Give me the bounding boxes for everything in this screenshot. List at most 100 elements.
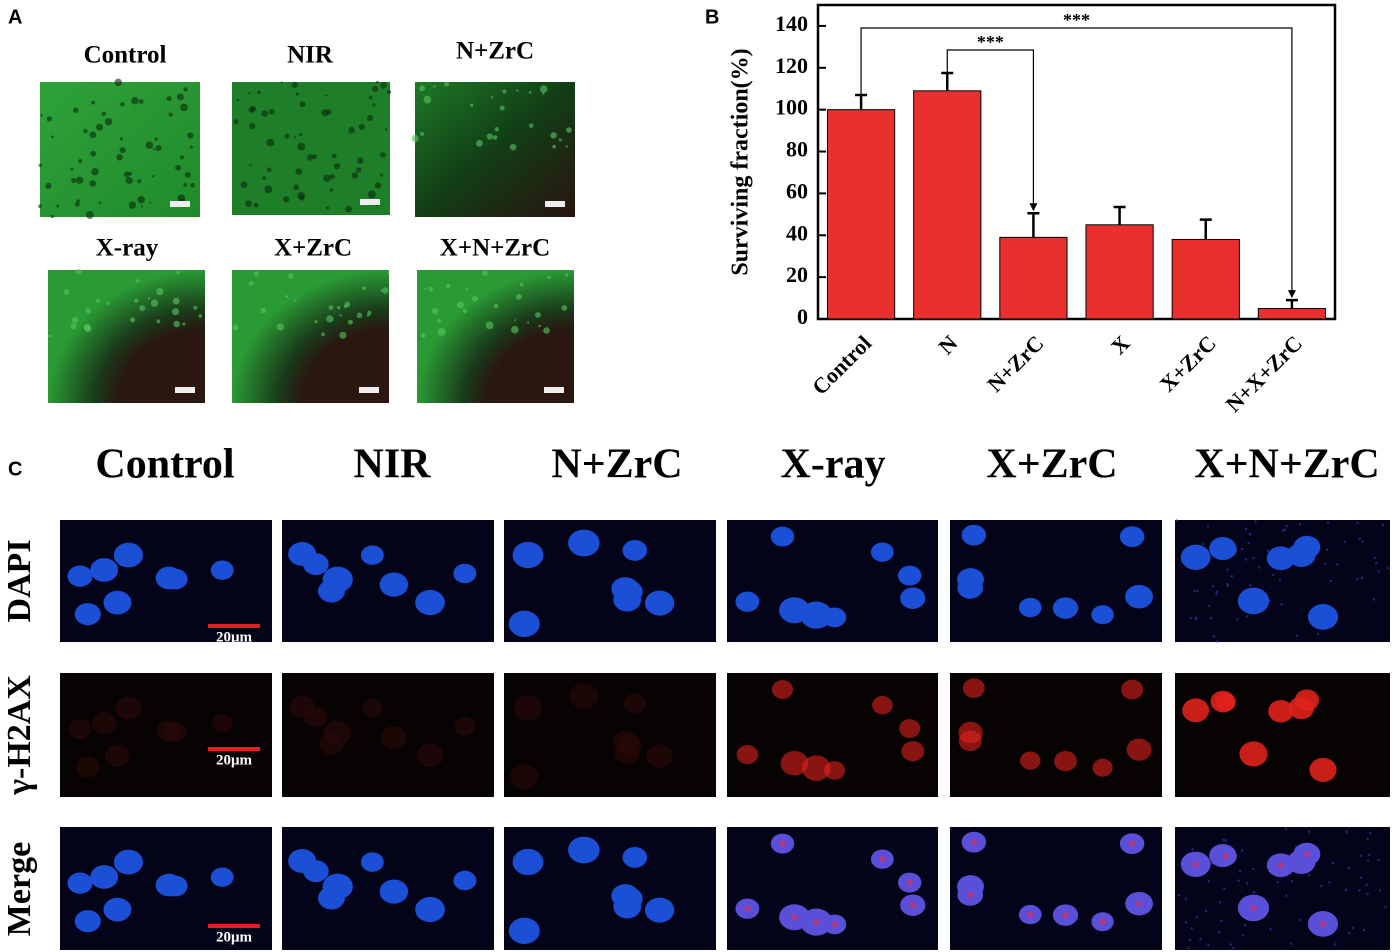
texture (329, 174, 335, 180)
texture (293, 184, 300, 191)
texture (386, 89, 392, 95)
texture (150, 299, 159, 307)
texture (180, 103, 188, 112)
texture (339, 314, 342, 317)
texture (72, 107, 79, 113)
texture (420, 131, 425, 136)
texture (1284, 827, 1288, 830)
texture (444, 81, 450, 87)
texture (494, 127, 499, 132)
nucleus (74, 910, 101, 933)
texture (462, 308, 468, 314)
texture (114, 78, 123, 87)
texture (249, 122, 256, 130)
texture (38, 163, 42, 167)
nucleus (512, 848, 544, 876)
texture (1362, 928, 1366, 932)
texture (1226, 568, 1229, 571)
texture (1377, 570, 1380, 573)
nucleus-foci (771, 680, 794, 699)
texture (262, 176, 266, 181)
texture (514, 319, 517, 322)
texture (284, 133, 290, 139)
column-label: X+N+ZrC (1194, 442, 1380, 488)
texture (1218, 901, 1221, 904)
nucleus-foci (569, 683, 599, 709)
texture (325, 94, 328, 97)
texture (134, 298, 139, 303)
nucleus (961, 524, 987, 546)
texture (1216, 640, 1219, 643)
nucleus (613, 894, 642, 919)
texture (266, 167, 272, 173)
texture (236, 98, 240, 102)
texture (1368, 831, 1372, 835)
x-tick-label: N+ZrC (982, 330, 1048, 396)
texture (1359, 854, 1362, 858)
texture (40, 114, 43, 117)
image-label: Control (84, 42, 167, 69)
texture (153, 148, 156, 151)
texture (380, 173, 384, 177)
texture (78, 159, 83, 164)
bar (1171, 238, 1240, 320)
texture (1328, 881, 1331, 884)
texture (1266, 549, 1270, 553)
x-tick-label: X+ZrC (1155, 330, 1221, 396)
texture (472, 295, 478, 302)
texture (297, 142, 306, 151)
foci (791, 914, 798, 921)
texture (168, 112, 173, 117)
texture (1224, 839, 1228, 842)
texture (46, 116, 53, 122)
texture (266, 138, 275, 147)
nucleus-foci (362, 698, 383, 718)
nucleus-foci (1126, 738, 1152, 761)
texture (294, 299, 297, 302)
error-bar (1199, 218, 1212, 240)
texture (1298, 523, 1302, 526)
nucleus (512, 541, 544, 569)
nucleus (870, 542, 894, 562)
x-tick-label: N+X+ZrC (1221, 330, 1307, 416)
texture (1237, 879, 1240, 882)
texture (1252, 867, 1255, 871)
texture (437, 327, 446, 336)
texture (362, 286, 366, 291)
texture (420, 332, 426, 338)
texture (183, 182, 188, 187)
foci (1250, 904, 1257, 911)
texture (128, 171, 133, 176)
texture (1254, 520, 1257, 523)
texture (376, 80, 379, 84)
texture (104, 117, 113, 126)
scale-bar (545, 201, 565, 207)
texture (1359, 876, 1363, 879)
nucleus-foci (801, 755, 831, 781)
nucleus (1052, 597, 1079, 619)
nucleus (360, 545, 384, 565)
texture (137, 179, 142, 184)
texture (1210, 862, 1213, 865)
nucleus-foci (164, 722, 187, 742)
x-tick-label: Control (807, 330, 876, 399)
texture (260, 307, 267, 314)
texture (411, 134, 419, 143)
foci (967, 891, 974, 898)
nucleus (67, 872, 93, 894)
foci (779, 840, 786, 847)
texture (128, 201, 137, 209)
scale-bar (208, 624, 260, 628)
nucleus (568, 529, 600, 557)
texture (295, 168, 303, 175)
texture (490, 96, 494, 99)
texture (76, 199, 80, 203)
texture (1249, 584, 1252, 587)
texture (1307, 873, 1311, 877)
scale-bar (544, 387, 564, 393)
texture (1345, 830, 1348, 834)
texture (1366, 837, 1369, 841)
nucleus (1091, 605, 1114, 625)
texture (1196, 590, 1199, 593)
texture (565, 273, 569, 277)
